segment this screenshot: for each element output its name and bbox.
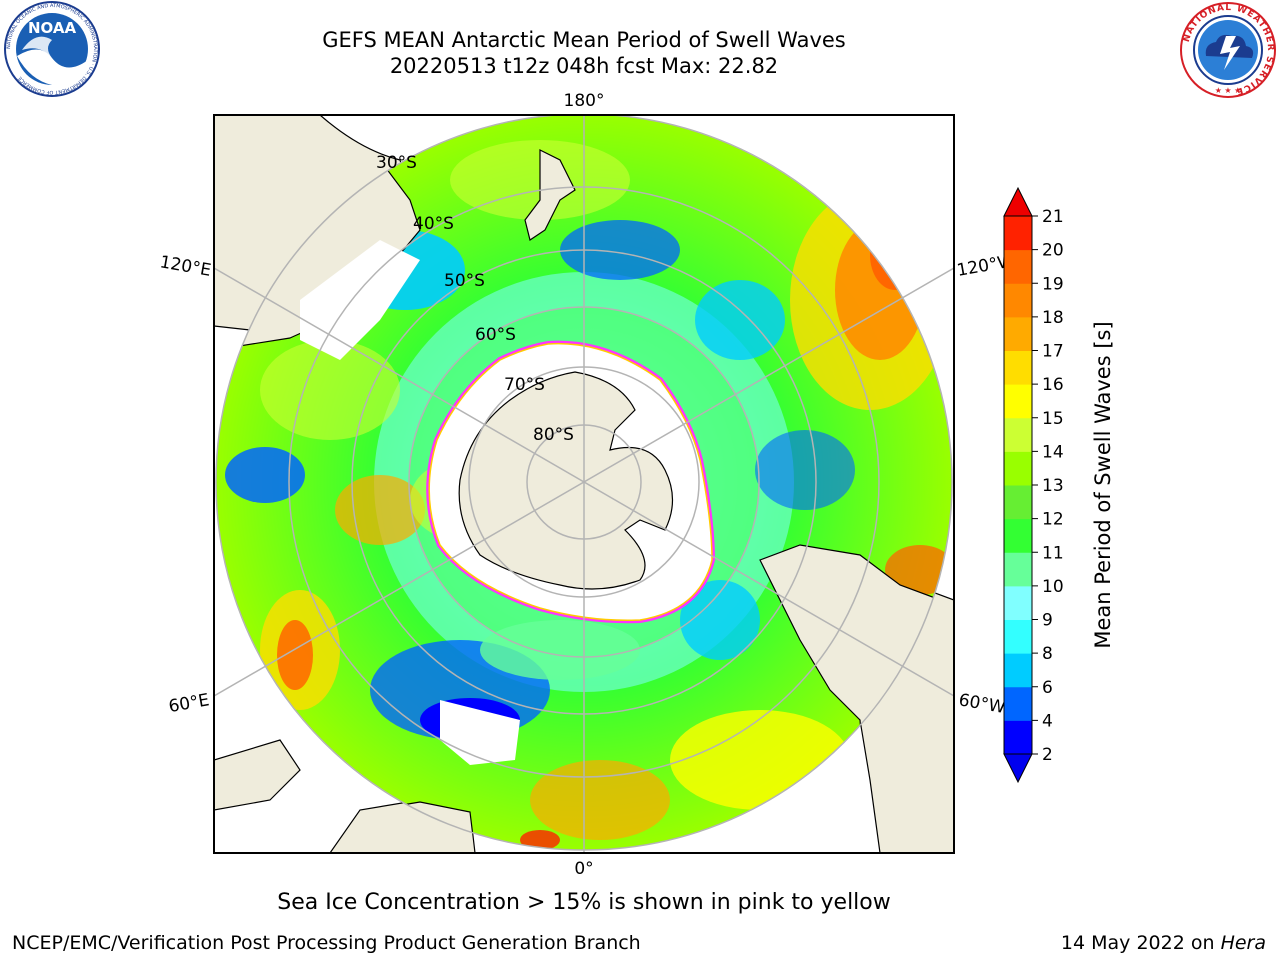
map-title: GEFS MEAN Antarctic Mean Period of Swell… bbox=[322, 28, 846, 52]
colorbar-tick-label: 2 bbox=[1042, 745, 1053, 765]
colorbar-block bbox=[1004, 316, 1032, 351]
colorbar-tick-label: 8 bbox=[1042, 644, 1053, 664]
lat-label-30s: 30°S bbox=[376, 153, 417, 173]
lat-label-50s: 50°S bbox=[444, 271, 485, 291]
colorbar-block bbox=[1004, 451, 1032, 486]
colorbar-tick-label: 16 bbox=[1042, 375, 1064, 395]
colorbar-tick-label: 20 bbox=[1042, 241, 1064, 261]
colorbar-block bbox=[1004, 216, 1032, 251]
colorbar-block bbox=[1004, 283, 1032, 318]
noaa-logo: NOAA NATIONAL OCEANIC AND ATMOSPHERIC AD… bbox=[4, 1, 100, 97]
colorbar-label: Mean Period of Swell Waves [s] bbox=[1091, 321, 1115, 648]
colorbar-tick-label: 21 bbox=[1042, 207, 1064, 227]
forecast-subtitle: 20220513 t12z 048h fcst Max: 22.82 bbox=[389, 54, 779, 78]
lat-label-70s: 70°S bbox=[504, 375, 545, 395]
nws-logo: NATIONAL WEATHER SERVICE ★ ★ ★ bbox=[1180, 2, 1276, 98]
antarctica bbox=[426, 340, 716, 624]
colorbar: 2 4 6 8 9 10 11 12 13 14 15 16 17 18 19 20 21 Mean Perio… bbox=[1003, 186, 1115, 784]
colorbar-tick-label: 14 bbox=[1042, 442, 1064, 462]
colorbar-tick-label: 12 bbox=[1042, 510, 1064, 530]
colorbar-tick-label: 11 bbox=[1042, 543, 1064, 563]
colorbar-block bbox=[1004, 485, 1032, 520]
colorbar-tick-label: 10 bbox=[1042, 577, 1064, 597]
lon-label-180: 180° bbox=[564, 91, 605, 111]
colorbar-block bbox=[1004, 384, 1032, 419]
noaa-logo-text: NOAA bbox=[28, 19, 77, 37]
colorbar-ticks: 2 4 6 8 9 10 11 12 13 14 15 16 17 18 19 20 21 bbox=[1032, 207, 1064, 765]
colorbar-block bbox=[1004, 686, 1032, 721]
colorbar-tick-label: 6 bbox=[1042, 678, 1053, 698]
colorbar-block bbox=[1004, 552, 1032, 587]
colorbar-block bbox=[1004, 518, 1032, 553]
colorbar-block bbox=[1004, 720, 1032, 755]
host-name: Hera bbox=[1220, 932, 1266, 954]
lat-label-60s: 60°S bbox=[475, 325, 516, 345]
sea-ice-caption: Sea Ice Concentration > 15% is shown in … bbox=[277, 890, 891, 915]
colorbar-block bbox=[1004, 249, 1032, 284]
colorbar-block bbox=[1004, 417, 1032, 452]
colorbar-block bbox=[1004, 653, 1032, 688]
lat-label-40s: 40°S bbox=[413, 214, 454, 234]
lon-label-120e: 120°E bbox=[158, 252, 212, 281]
colorbar-block bbox=[1004, 619, 1032, 654]
antarctic-continent bbox=[458, 371, 674, 590]
colorbar-tick-label: 18 bbox=[1042, 308, 1064, 328]
colorbar-tick-label: 17 bbox=[1042, 342, 1064, 362]
credit-text: NCEP/EMC/Verification Post Processing Pr… bbox=[12, 932, 641, 954]
colorbar-over-arrow bbox=[1003, 186, 1033, 217]
map-frame bbox=[213, 114, 955, 854]
graticule bbox=[214, 115, 954, 853]
colorbar-block bbox=[1004, 350, 1032, 385]
colorbar-tick-label: 4 bbox=[1042, 711, 1053, 731]
colorbar-blocks bbox=[1004, 216, 1032, 755]
lon-label-60e: 60°E bbox=[167, 690, 211, 717]
colorbar-tick-label: 9 bbox=[1042, 611, 1053, 631]
colorbar-tick-label: 15 bbox=[1042, 409, 1064, 429]
date-stamp: 14 May 2022 on Hera bbox=[1061, 932, 1266, 954]
colorbar-tick-label: 19 bbox=[1042, 274, 1064, 294]
date-text: 14 May 2022 on bbox=[1060, 932, 1221, 954]
colorbar-tick-label: 13 bbox=[1042, 476, 1064, 496]
svg-text:★ ★ ★: ★ ★ ★ bbox=[1215, 86, 1242, 95]
lon-label-0: 0° bbox=[574, 859, 593, 879]
colorbar-block bbox=[1004, 585, 1032, 620]
colorbar-under-arrow bbox=[1003, 753, 1033, 784]
lat-label-80s: 80°S bbox=[533, 425, 574, 445]
